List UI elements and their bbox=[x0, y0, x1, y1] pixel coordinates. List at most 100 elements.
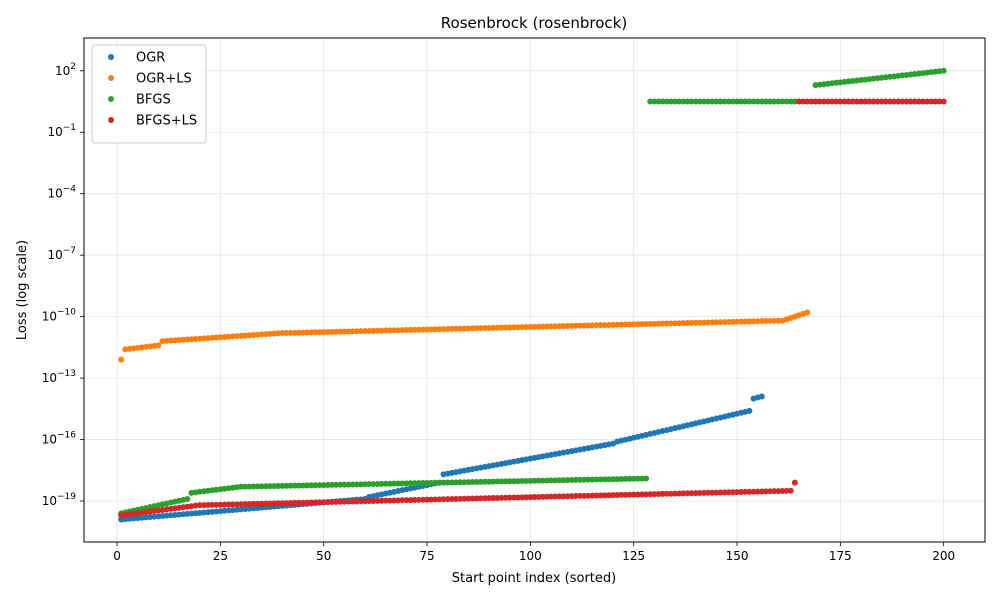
data-point bbox=[796, 98, 803, 105]
data-point bbox=[775, 317, 782, 324]
data-point bbox=[824, 98, 831, 105]
x-tick-label: 75 bbox=[419, 549, 434, 563]
x-tick-label: 150 bbox=[726, 549, 749, 563]
data-point bbox=[746, 98, 753, 105]
x-tick-label: 0 bbox=[113, 549, 121, 563]
y-tick-label: 102 bbox=[55, 62, 76, 78]
data-point bbox=[853, 98, 860, 105]
data-point bbox=[808, 98, 815, 105]
data-point bbox=[729, 98, 736, 105]
data-point bbox=[783, 98, 790, 105]
data-point bbox=[663, 98, 670, 105]
data-point bbox=[862, 98, 869, 105]
data-point bbox=[787, 98, 794, 105]
y-tick-label: 10−10 bbox=[42, 308, 77, 324]
plot-frame bbox=[83, 37, 986, 543]
legend-marker bbox=[108, 54, 114, 60]
data-point bbox=[928, 98, 935, 105]
legend-marker bbox=[108, 75, 114, 81]
data-point bbox=[870, 98, 877, 105]
data-point bbox=[754, 98, 761, 105]
data-point bbox=[845, 98, 852, 105]
data-point bbox=[911, 98, 918, 105]
legend-label: OGR+LS bbox=[136, 72, 192, 87]
ticks-layer: 0 25 50 75 100 125 150 175 200 102 10−1 10−4 10−7 10−… bbox=[42, 62, 955, 563]
data-point bbox=[882, 98, 889, 105]
data-point bbox=[700, 98, 707, 105]
data-point bbox=[758, 393, 765, 400]
data-point bbox=[816, 98, 823, 105]
data-point bbox=[709, 98, 716, 105]
data-point bbox=[118, 356, 125, 363]
data-point bbox=[705, 98, 712, 105]
data-point bbox=[738, 98, 745, 105]
data-point bbox=[907, 98, 914, 105]
data-point bbox=[866, 98, 873, 105]
legend-marker bbox=[108, 117, 114, 123]
data-point bbox=[829, 98, 836, 105]
data-point bbox=[771, 98, 778, 105]
data-point bbox=[874, 98, 881, 105]
legend-label: BFGS bbox=[136, 93, 171, 108]
x-tick-label: 100 bbox=[519, 549, 542, 563]
data-point bbox=[940, 98, 947, 105]
chart-title: Rosenbrock (rosenbrock) bbox=[441, 14, 627, 32]
data-point bbox=[655, 98, 662, 105]
data-point bbox=[841, 98, 848, 105]
x-tick-label: 25 bbox=[213, 549, 228, 563]
data-point bbox=[903, 98, 910, 105]
data-point bbox=[858, 98, 865, 105]
data-point bbox=[672, 98, 679, 105]
data-point bbox=[940, 67, 947, 74]
data-point bbox=[742, 98, 749, 105]
data-point bbox=[746, 407, 753, 414]
data-point bbox=[758, 98, 765, 105]
y-axis-label: Loss (log scale) bbox=[15, 240, 30, 340]
data-point bbox=[684, 98, 691, 105]
points-layer bbox=[118, 67, 947, 523]
data-point bbox=[804, 98, 811, 105]
data-point bbox=[767, 98, 774, 105]
data-point bbox=[279, 330, 286, 337]
data-point bbox=[920, 98, 927, 105]
data-point bbox=[651, 98, 658, 105]
data-point bbox=[713, 98, 720, 105]
data-point bbox=[184, 495, 191, 502]
data-point bbox=[196, 502, 203, 509]
data-point bbox=[659, 98, 666, 105]
y-tick-label: 10−7 bbox=[47, 246, 76, 262]
legend: OGR OGR+LS BFGS BFGS+LS bbox=[91, 44, 207, 144]
data-point bbox=[680, 98, 687, 105]
data-point bbox=[849, 98, 856, 105]
x-tick-label: 200 bbox=[932, 549, 955, 563]
data-point bbox=[696, 98, 703, 105]
data-point bbox=[837, 98, 844, 105]
x-tick-label: 175 bbox=[829, 549, 852, 563]
data-point bbox=[833, 98, 840, 105]
data-point bbox=[155, 342, 162, 349]
data-point bbox=[800, 98, 807, 105]
data-point bbox=[820, 98, 827, 105]
data-point bbox=[688, 98, 695, 105]
y-tick-label: 10−13 bbox=[42, 369, 76, 385]
data-point bbox=[725, 98, 732, 105]
series-ogr-ls bbox=[118, 309, 811, 363]
data-point bbox=[734, 98, 741, 105]
data-point bbox=[895, 98, 902, 105]
grid-layer bbox=[84, 38, 985, 542]
data-point bbox=[936, 98, 943, 105]
x-tick-label: 125 bbox=[622, 549, 645, 563]
y-tick-label: 10−16 bbox=[42, 431, 77, 447]
y-tick-label: 10−19 bbox=[42, 492, 77, 508]
data-point bbox=[775, 98, 782, 105]
data-point bbox=[932, 98, 939, 105]
legend-box bbox=[91, 44, 207, 144]
data-point bbox=[667, 98, 674, 105]
data-point bbox=[915, 98, 922, 105]
data-point bbox=[643, 475, 650, 482]
data-point bbox=[717, 98, 724, 105]
data-point bbox=[238, 483, 245, 490]
data-point bbox=[721, 98, 728, 105]
x-axis-label: Start point index (sorted) bbox=[452, 571, 616, 586]
